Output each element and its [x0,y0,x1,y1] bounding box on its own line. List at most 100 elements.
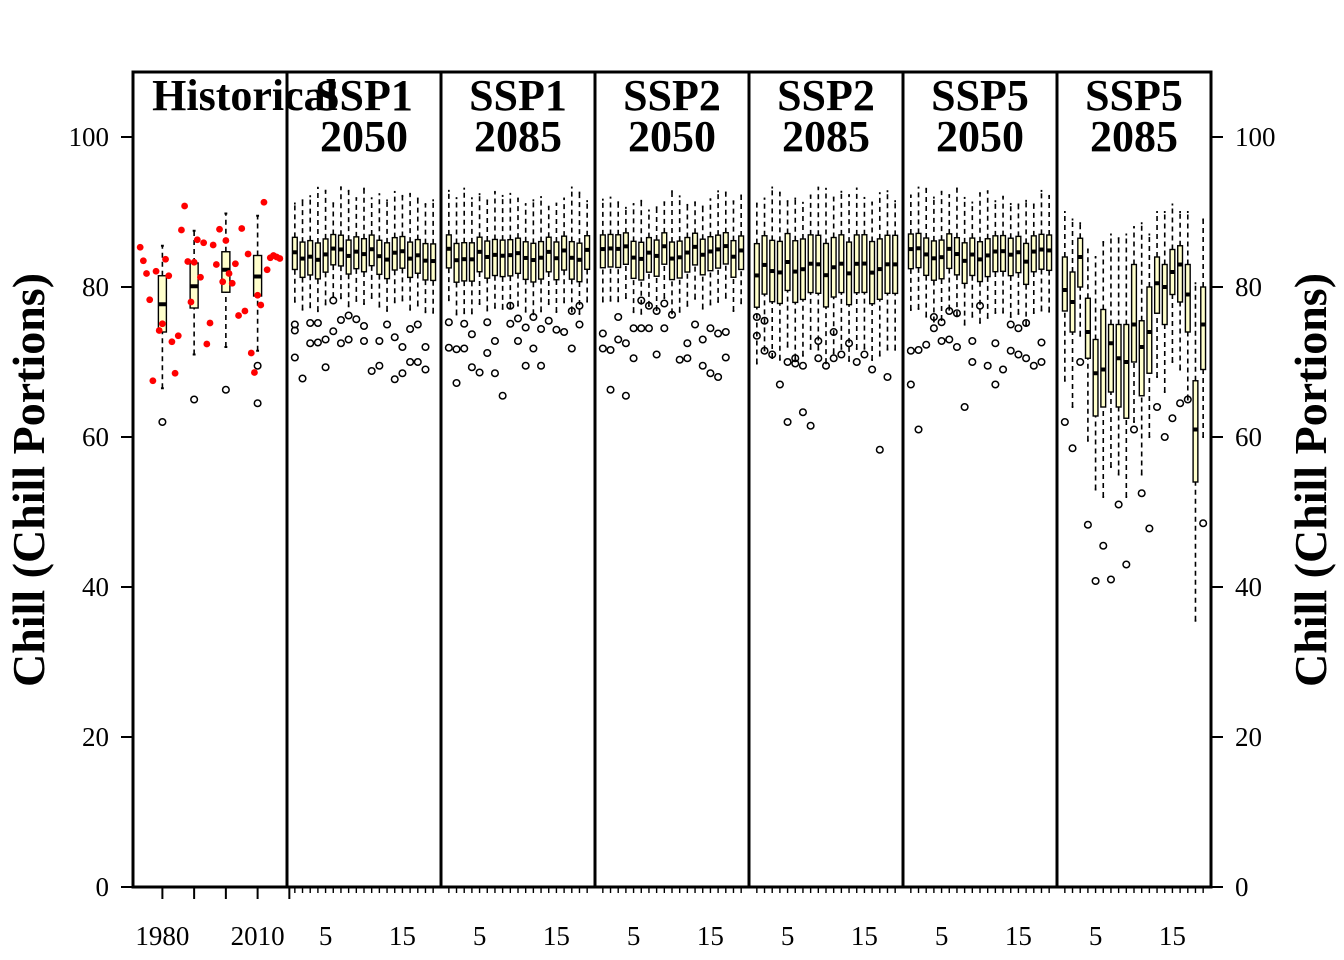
box [1061,256,1068,312]
observed-point [174,332,182,340]
observed-point [276,255,284,262]
outlier-point [413,357,422,367]
outlier-point [290,320,299,329]
y-tick-label-right: 100 [1235,122,1276,152]
box [707,236,714,272]
outlier-point [629,324,638,333]
outlier-point [706,369,715,378]
x-tick-label: 1980 [135,921,189,951]
outlier-point [1022,318,1031,328]
outlier-point [398,369,407,378]
outlier-point [1068,444,1077,453]
outlier-point [1114,500,1123,509]
panel-0: Historical [136,71,338,427]
outlier-point [483,318,492,327]
outlier-point [390,375,399,384]
observed-point [200,239,208,247]
box [491,238,499,277]
outlier-point [1160,432,1169,442]
outlier-point [506,319,515,328]
outlier-point [791,354,800,363]
outlier-point [837,350,846,359]
panel-title-line2: 2050 [628,112,716,161]
outlier-point [860,350,869,359]
box [661,232,668,265]
x-tick-label: 5 [627,921,641,951]
outlier-point [683,354,692,363]
outlier-point [791,359,800,368]
observed-point [136,243,144,251]
outlier-point [614,312,623,322]
panel-title: Historical [152,71,338,120]
box [946,233,953,270]
outlier-point [490,336,499,346]
outlier-point [1176,399,1185,408]
observed-point [162,255,169,263]
outlier-point [945,335,954,344]
box [1100,308,1107,408]
outlier-point [336,339,345,348]
box [1023,242,1030,286]
box [599,234,606,269]
observed-point [168,338,176,346]
outlier-point [1006,346,1015,355]
box [568,240,575,280]
outlier-point [1029,361,1038,370]
outlier-point [937,336,946,346]
outlier-point [537,324,546,334]
outlier-point [1129,425,1139,434]
observed-point [181,202,189,210]
outlier-point [475,368,484,377]
observed-point [149,377,157,385]
outlier-point [1106,575,1115,584]
outlier-point [768,350,777,359]
outlier-point [444,318,453,327]
observed-point [228,279,236,287]
outlier-point [460,344,469,353]
outlier-point [383,320,392,329]
outlier-point [714,372,723,382]
panel-title-line1: SSP2 [623,71,721,120]
outlier-point [329,327,338,336]
outlier-point [706,324,715,333]
outlier-point [937,318,946,327]
outlier-point [406,357,415,367]
box [622,232,629,265]
outlier-point [960,402,969,412]
box [1015,235,1022,274]
outlier-point [629,354,638,363]
outlier-point [652,350,661,359]
x-tick-label: 15 [1159,921,1186,951]
outlier-point [968,336,977,346]
outlier-point [253,361,262,370]
x-tick-label: 5 [781,921,795,951]
outlier-point [321,363,330,372]
outlier-point [852,357,861,367]
box [615,234,622,269]
observed-point [257,301,265,309]
x-tick-label: 15 [1005,921,1032,951]
box [1038,233,1045,270]
outlier-point [1168,414,1177,423]
observed-point [254,291,262,299]
outlier-point [1099,541,1108,550]
observed-point [235,312,242,319]
panel-title-line1: SSP2 [777,71,875,120]
outlier-point [1037,338,1046,347]
outlier-point [644,324,653,333]
outlier-point [452,345,461,354]
observed-point [171,369,179,377]
outlier-point [691,320,700,329]
outlier-point [660,299,669,308]
outlier-point [483,348,492,358]
outlier-point [760,316,769,325]
observed-point [187,298,195,306]
y-tick-label-left: 60 [82,422,109,452]
outlier-point [714,329,723,338]
y-tick-label-right: 80 [1235,272,1262,302]
box [684,236,691,273]
y-axis-title-right: Chill (Chill Portions) [1285,273,1336,687]
outlier-point [336,315,345,325]
